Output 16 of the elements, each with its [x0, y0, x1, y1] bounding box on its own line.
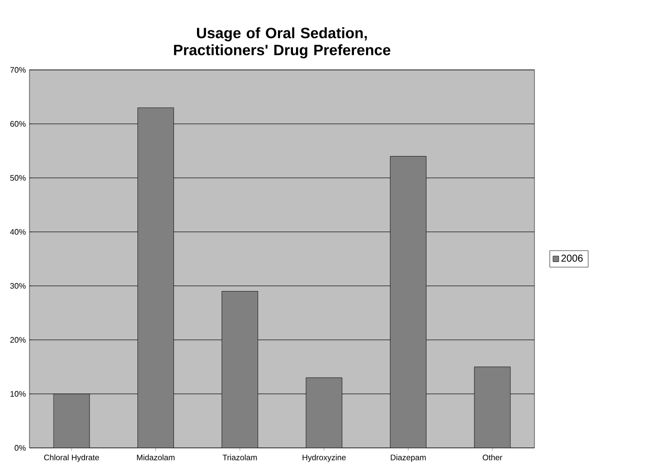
- x-tick-label: Hydroxyzine: [302, 454, 346, 462]
- x-tick-label: Midazolam: [137, 454, 175, 460]
- legend-label: 2006: [561, 254, 583, 262]
- y-tick-label: 70%: [10, 67, 26, 73]
- y-tick-label: 40%: [10, 229, 26, 235]
- y-tick-label: 10%: [10, 391, 26, 397]
- x-tick-label: Chloral Hydrate: [44, 454, 99, 462]
- chart-title: Usage of Oral Sedation, Practitioners' Drug Preference: [174, 27, 390, 58]
- x-tick-label: Diazepam: [390, 454, 426, 462]
- y-tick-label: 0%: [14, 445, 26, 451]
- y-tick-label: 30%: [10, 283, 26, 289]
- y-tick-label: 50%: [10, 175, 26, 181]
- x-tick-label: Other: [482, 454, 502, 460]
- x-tick-label: Triazolam: [222, 454, 257, 460]
- y-tick-label: 60%: [10, 121, 26, 127]
- y-tick-label: 20%: [10, 337, 26, 343]
